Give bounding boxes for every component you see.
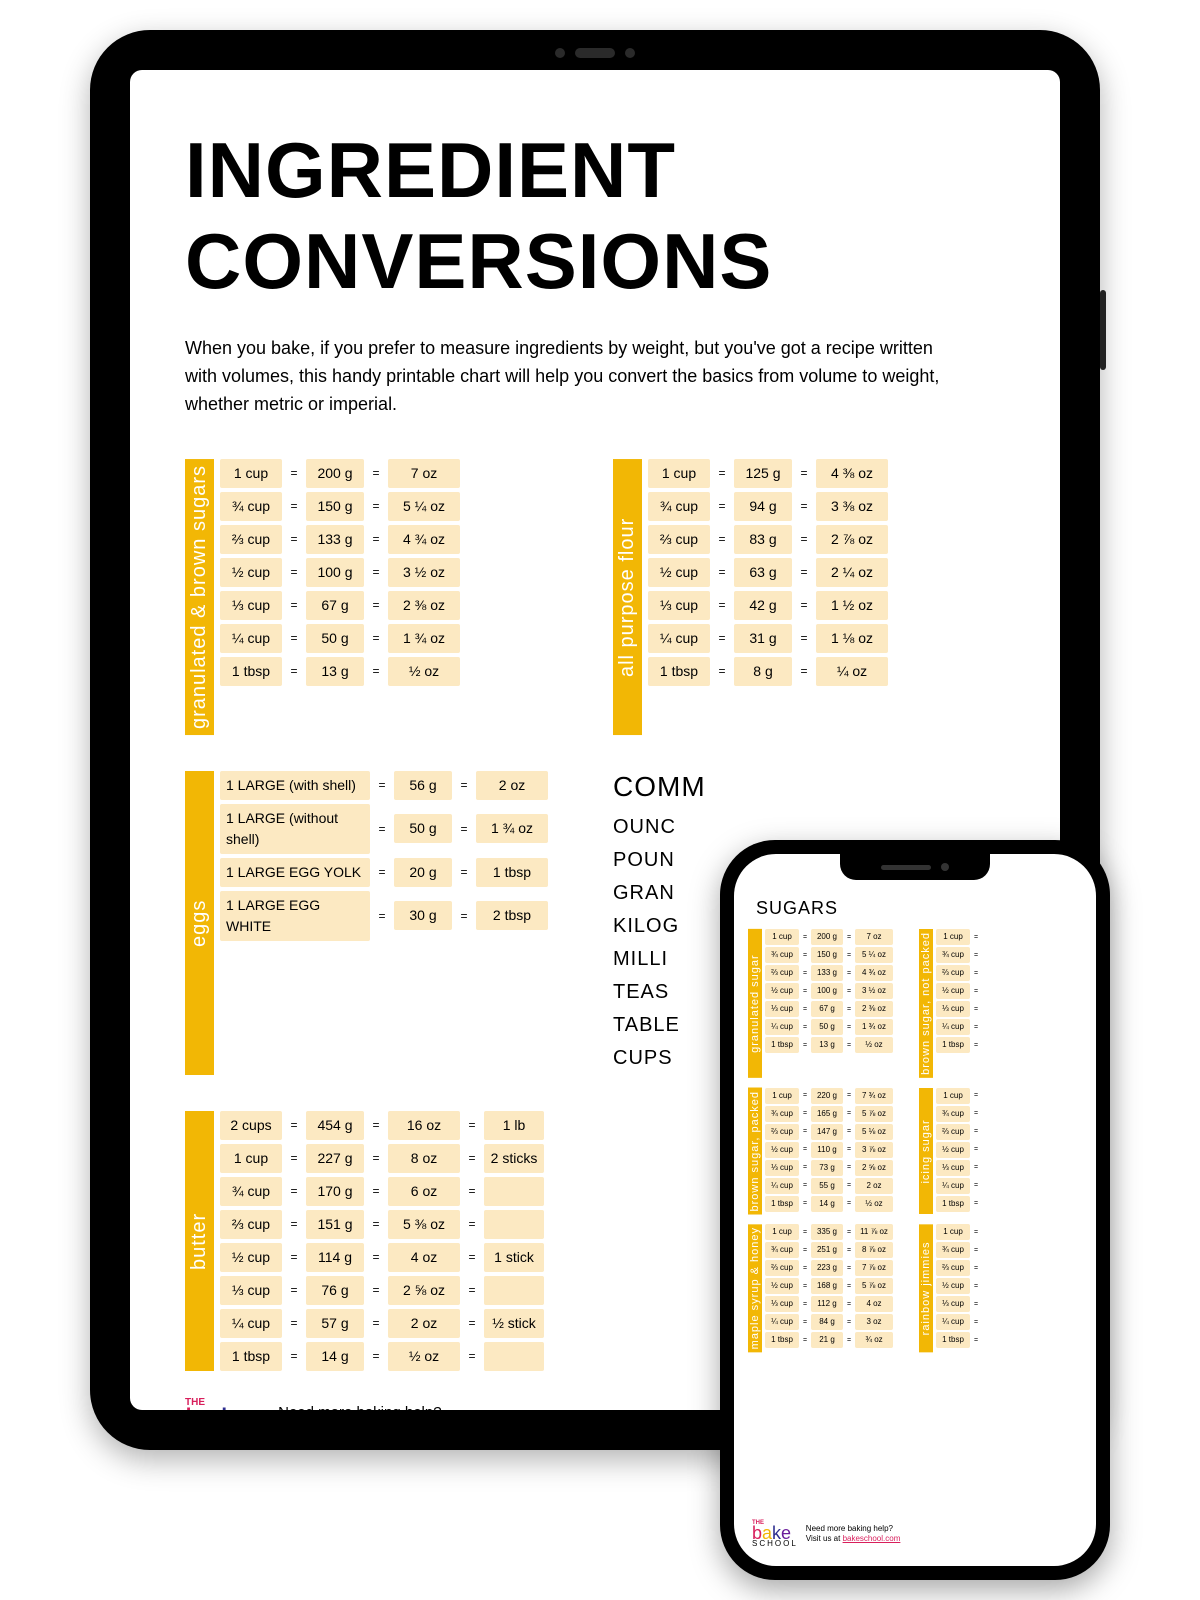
- table-row: ¾ cup=150 g=5 ¼ oz: [765, 947, 911, 963]
- table-row: 1 LARGE (without shell)=50 g=1 ¾ oz: [220, 804, 577, 854]
- table-row: 1 cup=227 g=8 oz=2 sticks: [220, 1144, 615, 1173]
- table-row: ¼ cup=50 g=1 ¾ oz: [765, 1019, 911, 1035]
- table-row: ⅓ cup=67 g=2 ⅜ oz: [220, 591, 577, 620]
- phone-jimmies-block: rainbow jimmies 1 cup=¾ cup=⅔ cup=½ cup=…: [919, 1224, 1082, 1352]
- table-row: 1 cup=335 g=11 ⅞ oz: [765, 1224, 911, 1240]
- table-row: ½ cup=: [936, 983, 1082, 999]
- table-row: 1 tbsp=: [936, 1332, 1082, 1348]
- table-row: ⅔ cup=147 g=5 ⅛ oz: [765, 1124, 911, 1140]
- table-row: 1 cup=220 g=7 ¾ oz: [765, 1088, 911, 1104]
- phone-maple-block: maple syrup & honey 1 cup=335 g=11 ⅞ oz¾…: [748, 1224, 911, 1352]
- table-row: ¼ cup=84 g=3 oz: [765, 1314, 911, 1330]
- table-row: ⅓ cup=73 g=2 ⅝ oz: [765, 1160, 911, 1176]
- phone-device: SUGARS granulated sugar 1 cup=200 g=7 oz…: [720, 840, 1110, 1580]
- table-row: ¾ cup=94 g=3 ⅜ oz: [648, 492, 1005, 521]
- table-row: ⅓ cup=42 g=1 ½ oz: [648, 591, 1005, 620]
- table-row: 1 tbsp=21 g=¾ oz: [765, 1332, 911, 1348]
- table-row: 1 LARGE (with shell)=56 g=2 oz: [220, 771, 577, 800]
- phone-gran-block: granulated sugar 1 cup=200 g=7 oz¾ cup=1…: [748, 929, 911, 1078]
- table-row: ⅔ cup=: [936, 965, 1082, 981]
- table-row: ⅔ cup=: [936, 1260, 1082, 1276]
- table-row: ⅔ cup=133 g=4 ¾ oz: [765, 965, 911, 981]
- eggs-label: eggs: [185, 771, 214, 1075]
- table-row: ½ cup=110 g=3 ⅞ oz: [765, 1142, 911, 1158]
- table-row: 1 tbsp=: [936, 1196, 1082, 1212]
- table-row: ¼ cup=: [936, 1019, 1082, 1035]
- tablet-camera: [555, 48, 635, 58]
- table-row: ⅓ cup=: [936, 1160, 1082, 1176]
- table-row: ¾ cup=: [936, 947, 1082, 963]
- table-row: ¼ cup=: [936, 1178, 1082, 1194]
- table-row: 1 cup=200 g=7 oz: [220, 459, 577, 488]
- sugars-label: granulated & brown sugars: [185, 459, 214, 735]
- table-row: 1 cup=125 g=4 ⅜ oz: [648, 459, 1005, 488]
- phone-brown-p-block: brown sugar, packed 1 cup=220 g=7 ¾ oz¾ …: [748, 1088, 911, 1215]
- phone-title: SUGARS: [756, 898, 1082, 919]
- table-row: ⅓ cup=: [936, 1001, 1082, 1017]
- table-row: ¼ cup=50 g=1 ¾ oz: [220, 624, 577, 653]
- flour-block: all purpose flour 1 cup=125 g=4 ⅜ oz ¾ cu…: [613, 459, 1005, 735]
- common-heading: COMM: [613, 771, 1005, 803]
- butter-block: butter 2 cups=454 g=16 oz=1 lb 1 cup=227 …: [185, 1111, 615, 1371]
- table-row: 1 tbsp=14 g=½ oz=: [220, 1342, 615, 1371]
- table-row: 1 cup=200 g=7 oz: [765, 929, 911, 945]
- intro-text: When you bake, if you prefer to measure …: [185, 335, 945, 419]
- table-row: ¾ cup=251 g=8 ⅞ oz: [765, 1242, 911, 1258]
- phone-logo: THE bake SCHOOL: [752, 1521, 798, 1548]
- table-row: 1 cup=: [936, 1088, 1082, 1104]
- table-row: 1 LARGE EGG WHITE=30 g=2 tbsp: [220, 891, 577, 941]
- table-row: ⅔ cup=: [936, 1124, 1082, 1140]
- table-row: ¾ cup=170 g=6 oz=: [220, 1177, 615, 1206]
- table-row: 1 tbsp=: [936, 1037, 1082, 1053]
- table-row: ½ cup=168 g=5 ⅞ oz: [765, 1278, 911, 1294]
- tablet-side-button: [1100, 290, 1106, 370]
- table-row: ¾ cup=165 g=5 ⅞ oz: [765, 1106, 911, 1122]
- table-row: ⅓ cup=: [936, 1296, 1082, 1312]
- table-row: ¼ cup=57 g=2 oz=½ stick: [220, 1309, 615, 1338]
- table-row: ⅔ cup=133 g=4 ¾ oz: [220, 525, 577, 554]
- table-row: ½ cup=63 g=2 ¼ oz: [648, 558, 1005, 587]
- table-row: ⅔ cup=151 g=5 ⅜ oz=: [220, 1210, 615, 1239]
- table-row: ¼ cup=55 g=2 oz: [765, 1178, 911, 1194]
- table-row: 1 tbsp=13 g=½ oz: [220, 657, 577, 686]
- logo: THE bake SCHOOL: [185, 1399, 262, 1410]
- table-row: ½ cup=100 g=3 ½ oz: [220, 558, 577, 587]
- table-row: ⅔ cup=223 g=7 ⅞ oz: [765, 1260, 911, 1276]
- phone-icing-block: icing sugar 1 cup=¾ cup=⅔ cup=½ cup=⅓ cu…: [919, 1088, 1082, 1215]
- sugars-block: granulated & brown sugars 1 cup=200 g=7 …: [185, 459, 577, 735]
- table-row: 1 cup=: [936, 1224, 1082, 1240]
- table-row: ¼ cup=31 g=1 ⅛ oz: [648, 624, 1005, 653]
- table-row: 2 cups=454 g=16 oz=1 lb: [220, 1111, 615, 1140]
- phone-brown-np-block: brown sugar, not packed 1 cup=¾ cup=⅔ cu…: [919, 929, 1082, 1078]
- table-row: ¾ cup=: [936, 1106, 1082, 1122]
- butter-label: butter: [185, 1111, 214, 1371]
- phone-screen: SUGARS granulated sugar 1 cup=200 g=7 oz…: [734, 854, 1096, 1566]
- table-row: 1 tbsp=8 g=¼ oz: [648, 657, 1005, 686]
- table-row: 1 cup=: [936, 929, 1082, 945]
- table-row: ½ cup=114 g=4 oz=1 stick: [220, 1243, 615, 1272]
- phone-footer-link[interactable]: bakeschool.com: [843, 1534, 901, 1543]
- table-row: ½ cup=100 g=3 ½ oz: [765, 983, 911, 999]
- table-row: 1 tbsp=13 g=½ oz: [765, 1037, 911, 1053]
- table-row: ¼ cup=: [936, 1314, 1082, 1330]
- table-row: ⅔ cup=83 g=2 ⅞ oz: [648, 525, 1005, 554]
- phone-notch: [840, 854, 990, 880]
- table-row: ½ cup=: [936, 1278, 1082, 1294]
- table-row: 1 tbsp=14 g=½ oz: [765, 1196, 911, 1212]
- flour-label: all purpose flour: [613, 459, 642, 735]
- eggs-block: eggs 1 LARGE (with shell)=56 g=2 oz 1 LAR…: [185, 771, 577, 1075]
- table-row: ⅓ cup=76 g=2 ⅝ oz=: [220, 1276, 615, 1305]
- table-row: ¾ cup=150 g=5 ¼ oz: [220, 492, 577, 521]
- table-row: ¾ cup=: [936, 1242, 1082, 1258]
- table-row: ⅓ cup=67 g=2 ⅜ oz: [765, 1001, 911, 1017]
- footer-text: Need more baking help? Visit us at bakes…: [278, 1402, 455, 1411]
- phone-footer: THE bake SCHOOL Need more baking help? V…: [752, 1521, 1078, 1548]
- table-row: 1 LARGE EGG YOLK=20 g=1 tbsp: [220, 858, 577, 887]
- table-row: ⅓ cup=112 g=4 oz: [765, 1296, 911, 1312]
- page-title: INGREDIENT CONVERSIONS: [185, 125, 1005, 307]
- table-row: ½ cup=: [936, 1142, 1082, 1158]
